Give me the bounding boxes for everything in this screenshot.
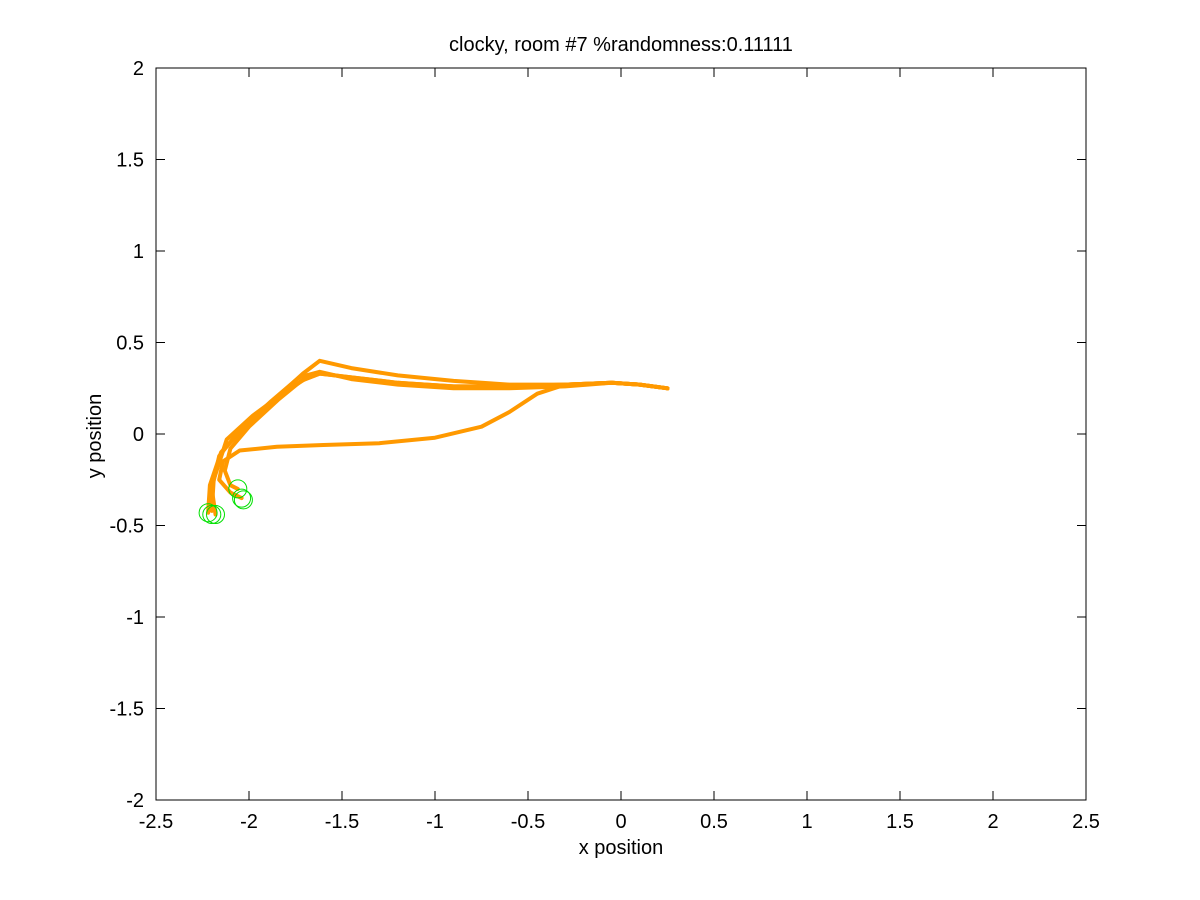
x-tick-label: 2.5	[1072, 811, 1100, 833]
endpoint-marker-1	[198, 503, 218, 523]
chart-title: clocky, room #7 %randomness:0.11111	[449, 34, 793, 56]
x-tick-label: -1	[426, 811, 444, 833]
endpoint-marker-2	[202, 505, 222, 524]
x-tick-label: 1.5	[886, 811, 914, 833]
y-tick-label: 1.5	[116, 150, 144, 172]
plot-area	[156, 68, 1086, 800]
endpoint-marker-4	[232, 488, 252, 508]
y-tick-label: 0.5	[116, 333, 144, 355]
x-tick-label: 1	[801, 811, 812, 833]
y-tick-label: 0	[133, 424, 144, 446]
x-tick-label: 0.5	[700, 811, 728, 833]
x-tick-label: 2	[987, 811, 998, 833]
x-tick-label: -0.5	[511, 811, 545, 833]
y-tick-label: 1	[133, 241, 144, 263]
endpoint-marker-6	[228, 479, 248, 499]
axis-ticks: -2.5 -2 -1.5 -1 -0.5 0 0.5 1 1.5 2 2.5-2-1.5-1-0.5…	[110, 58, 1100, 833]
x-tick-label: -2.5	[139, 811, 173, 833]
y-tick-label: -2	[126, 790, 144, 812]
x-tick-label: 0	[615, 811, 626, 833]
y-tick-label: -1	[126, 607, 144, 629]
y-tick-label: 2	[133, 58, 144, 80]
endpoint-marker-3	[206, 505, 225, 524]
x-tick-label: -1.5	[325, 811, 359, 833]
y-tick-label: -1.5	[110, 699, 144, 721]
y-tick-label: -0.5	[110, 516, 144, 538]
x-axis-label: x position	[579, 837, 664, 859]
endpoint-markers	[198, 479, 253, 524]
trajectory-line-5	[222, 371, 670, 491]
x-tick-label: -2	[240, 811, 258, 833]
trajectory-series	[206, 358, 670, 517]
y-axis-label: y position	[84, 394, 106, 479]
endpoint-marker-5	[233, 490, 253, 510]
